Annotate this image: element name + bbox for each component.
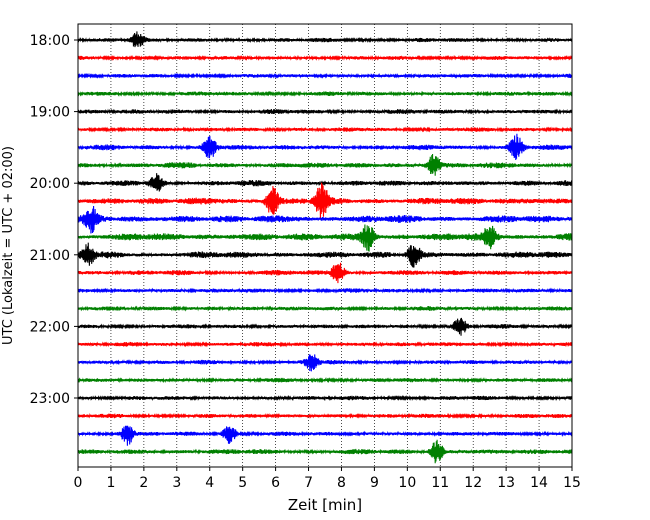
trace-2200: [77, 317, 573, 336]
x-tick-label: 0: [74, 475, 83, 491]
trace-1830: [77, 72, 573, 79]
x-tick-label: 2: [139, 475, 148, 491]
trace-2300: [77, 394, 573, 402]
x-tick-label: 7: [304, 475, 313, 491]
trace-2230: [77, 354, 573, 372]
x-tick-label: 12: [464, 475, 482, 491]
x-tick-label: 11: [431, 475, 449, 491]
y-tick-label: 21:00: [30, 248, 70, 264]
x-tick-label: 6: [271, 475, 280, 491]
x-tick-label: 13: [497, 475, 515, 491]
x-tick-label: 10: [398, 475, 416, 491]
trace-2315: [77, 412, 573, 419]
x-tick-label: 1: [106, 475, 115, 491]
trace-1915: [77, 126, 573, 133]
x-tick-label: 4: [205, 475, 214, 491]
trace-1815: [77, 54, 573, 62]
trace-2215: [77, 341, 573, 348]
trace-2345: [77, 439, 573, 464]
x-tick-label: 14: [530, 475, 548, 491]
x-tick-label: 3: [172, 475, 181, 491]
trace-2045: [77, 224, 573, 252]
y-tick-label: 19:00: [30, 105, 70, 121]
x-tick-label: 5: [238, 475, 247, 491]
trace-1930: [77, 133, 573, 160]
x-tick-label: 9: [370, 475, 379, 491]
x-axis-ticks: 0 1 2 3 4 5 6 7 8 9 10 11 12 13 14 15: [74, 467, 581, 491]
trace-2100: [77, 242, 573, 268]
trace-2245: [77, 376, 573, 384]
y-tick-label: 23:00: [30, 391, 70, 407]
trace-2115: [77, 262, 573, 284]
trace-2330: [77, 425, 573, 446]
y-axis-label: UTC (Lokalzeit = UTC + 02:00): [1, 146, 16, 345]
x-tick-label: 15: [563, 475, 581, 491]
y-tick-label: 20:00: [30, 176, 70, 192]
x-grid: [110, 24, 540, 467]
trace-1900: [77, 108, 573, 115]
x-tick-label: 8: [337, 475, 346, 491]
trace-2030: [77, 206, 573, 234]
trace-2145: [77, 305, 573, 312]
trace-2015: [77, 182, 573, 219]
trace-2130: [77, 287, 573, 294]
plot-frame: [77, 23, 573, 468]
y-tick-label: 22:00: [30, 319, 70, 335]
x-axis-label: Zeit [min]: [288, 496, 362, 514]
seismic-traces: [77, 31, 573, 464]
y-tick-label: 18:00: [30, 33, 70, 49]
trace-1845: [77, 90, 573, 97]
trace-1945: [77, 154, 573, 176]
trace-2000: [77, 173, 573, 192]
y-axis-ticks: 18:00 19:00 20:00 21:00 22:00 23:00: [30, 33, 78, 407]
trace-1800: [77, 31, 573, 48]
